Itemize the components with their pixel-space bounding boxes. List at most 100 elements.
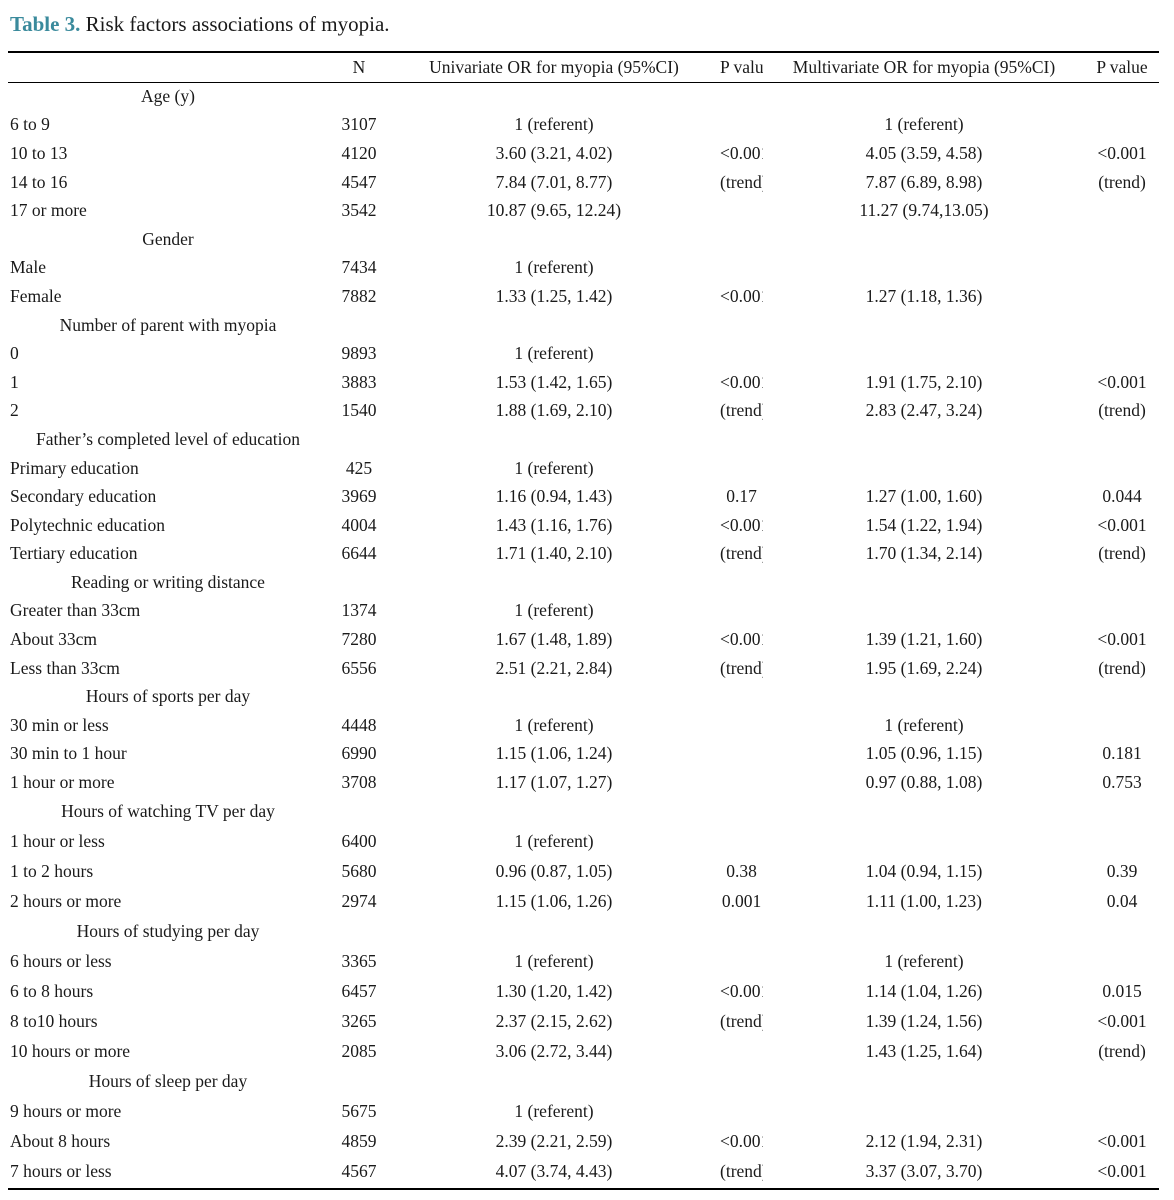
n-cell: 3542 xyxy=(341,200,377,221)
multivariate-or-cell xyxy=(763,254,1083,283)
multivariate-or-cell: 1.54 (1.22, 1.94) xyxy=(865,514,983,535)
empty-cell xyxy=(328,917,388,947)
n-cell: 4567 xyxy=(341,1161,377,1182)
multivariate-or-cell: 1.95 (1.69, 2.24) xyxy=(865,657,983,678)
multivariate-p-cell: <0.001 xyxy=(1097,142,1147,163)
empty-cell xyxy=(1083,797,1159,827)
section-label: Hours of sleep per day xyxy=(88,1071,248,1092)
empty-cell xyxy=(328,568,388,597)
univariate-or-cell: 2.37 (2.15, 2.62) xyxy=(495,1011,613,1032)
multivariate-p-cell: <0.001 xyxy=(1097,1131,1147,1152)
multivariate-p-cell: (trend) xyxy=(1098,171,1146,192)
section-header-row: Age (y) xyxy=(8,82,1159,111)
table-row: 30 min to 1 hour 6990 1.15 (1.06, 1.24) 1.0… xyxy=(8,740,1159,769)
factor-cell: 30 min to 1 hour xyxy=(10,743,127,764)
table-caption-label: Table 3. xyxy=(10,12,81,36)
multivariate-p-cell xyxy=(1083,827,1159,857)
univariate-or-cell: 1 (referent) xyxy=(514,457,594,478)
multivariate-or-cell xyxy=(763,1097,1083,1127)
section-label: Father’s completed level of education xyxy=(35,428,301,449)
table-row: Less than 33cm 6556 2.51 (2.21, 2.84) (tren… xyxy=(8,654,1159,683)
univariate-p-cell xyxy=(718,254,763,283)
univariate-or-cell: 1.16 (0.94, 1.43) xyxy=(495,486,613,507)
factor-cell: Secondary education xyxy=(10,486,157,507)
factor-cell: About 33cm xyxy=(10,629,98,650)
univariate-p-cell xyxy=(718,196,763,225)
multivariate-p-cell: <0.001 xyxy=(1097,1161,1147,1182)
empty-cell xyxy=(328,82,388,111)
empty-cell xyxy=(763,82,1083,111)
n-cell: 5675 xyxy=(341,1101,377,1122)
univariate-p-cell xyxy=(718,711,763,740)
n-cell: 9893 xyxy=(341,343,377,364)
empty-cell xyxy=(763,225,1083,254)
univariate-or-cell: 1.17 (1.07, 1.27) xyxy=(495,772,613,793)
univariate-p-cell: <0.001 xyxy=(720,514,763,535)
multivariate-or-cell xyxy=(763,454,1083,483)
empty-cell xyxy=(763,917,1083,947)
section-label: Age (y) xyxy=(141,85,195,106)
n-cell: 6644 xyxy=(341,543,377,564)
n-cell: 3883 xyxy=(341,371,377,392)
multivariate-or-cell: 1.11 (1.00, 1.23) xyxy=(865,891,982,912)
factor-cell: 1 xyxy=(10,371,19,392)
factor-cell: 17 or more xyxy=(10,200,87,221)
factor-cell: 6 to 9 xyxy=(10,114,50,135)
section-label: Hours of sports per day xyxy=(85,686,251,707)
header-cell-factor xyxy=(8,53,328,82)
multivariate-p-cell: (trend) xyxy=(1098,657,1146,678)
univariate-p-cell: (trend) xyxy=(720,543,763,564)
table-row: Male 7434 1 (referent) xyxy=(8,254,1159,283)
section-header-row: Hours of sports per day xyxy=(8,682,1159,711)
univariate-p-cell: <0.001 xyxy=(720,285,763,306)
multivariate-p-cell xyxy=(1083,454,1159,483)
univariate-p-cell: 0.38 xyxy=(726,861,757,882)
empty-cell xyxy=(388,797,718,827)
factor-cell: Female xyxy=(10,285,62,306)
multivariate-p-cell: 0.753 xyxy=(1102,772,1142,793)
multivariate-or-cell: 1 (referent) xyxy=(884,114,964,135)
n-cell: 7434 xyxy=(341,257,377,278)
n-cell: 7280 xyxy=(341,629,377,650)
empty-cell xyxy=(763,797,1083,827)
multivariate-or-cell: 1 (referent) xyxy=(884,714,964,735)
n-cell: 4859 xyxy=(341,1131,377,1152)
n-cell: 4004 xyxy=(341,514,377,535)
section-header-row: Gender xyxy=(8,225,1159,254)
factor-cell: 14 to 16 xyxy=(10,171,68,192)
univariate-p-cell xyxy=(718,827,763,857)
section-header-row: Hours of watching TV per day xyxy=(8,797,1159,827)
header-cell-univariate-or: Univariate OR for myopia (95%CI) xyxy=(429,57,679,77)
n-cell: 3107 xyxy=(341,114,377,135)
table-row: 1 3883 1.53 (1.42, 1.65) <0.001 1.91 (1.75, … xyxy=(8,368,1159,397)
table-row: 1 hour or more 3708 1.17 (1.07, 1.27) 0.97 … xyxy=(8,768,1159,797)
factor-cell: 6 hours or less xyxy=(10,951,112,972)
factor-cell: 1 hour or less xyxy=(10,831,105,852)
n-cell: 6556 xyxy=(341,657,377,678)
empty-cell xyxy=(718,797,763,827)
multivariate-or-cell: 1.70 (1.34, 2.14) xyxy=(865,543,983,564)
table-row: 6 to 9 3107 1 (referent) 1 (referent) xyxy=(8,111,1159,140)
univariate-or-cell: 1 (referent) xyxy=(514,951,594,972)
empty-cell xyxy=(763,311,1083,340)
table-row: Greater than 33cm 1374 1 (referent) xyxy=(8,597,1159,626)
empty-cell xyxy=(763,1067,1083,1097)
factor-cell: 30 min or less xyxy=(10,714,109,735)
univariate-or-cell: 1.71 (1.40, 2.10) xyxy=(495,543,613,564)
factor-cell: 0 xyxy=(10,343,19,364)
univariate-or-cell: 2.39 (2.21, 2.59) xyxy=(495,1131,613,1152)
table-row: Polytechnic education 4004 1.43 (1.16, 1.7… xyxy=(8,511,1159,540)
table-row: 2 1540 1.88 (1.69, 2.10) (trend) 2.83 (2.47,… xyxy=(8,397,1159,426)
table-row: 6 to 8 hours 6457 1.30 (1.20, 1.42) <0.001 1… xyxy=(8,977,1159,1007)
multivariate-p-cell: (trend) xyxy=(1098,543,1146,564)
table-row: 9 hours or more 5675 1 (referent) xyxy=(8,1097,1159,1127)
multivariate-p-cell: <0.001 xyxy=(1097,629,1147,650)
n-cell: 4448 xyxy=(341,714,377,735)
section-label: Hours of watching TV per day xyxy=(61,801,275,822)
n-cell: 3365 xyxy=(341,951,377,972)
univariate-or-cell: 1 (referent) xyxy=(514,831,594,852)
empty-cell xyxy=(388,225,718,254)
table-caption: Table 3. Risk factors associations of my… xyxy=(10,10,390,38)
n-cell: 7882 xyxy=(341,285,377,306)
univariate-p-cell xyxy=(718,597,763,626)
